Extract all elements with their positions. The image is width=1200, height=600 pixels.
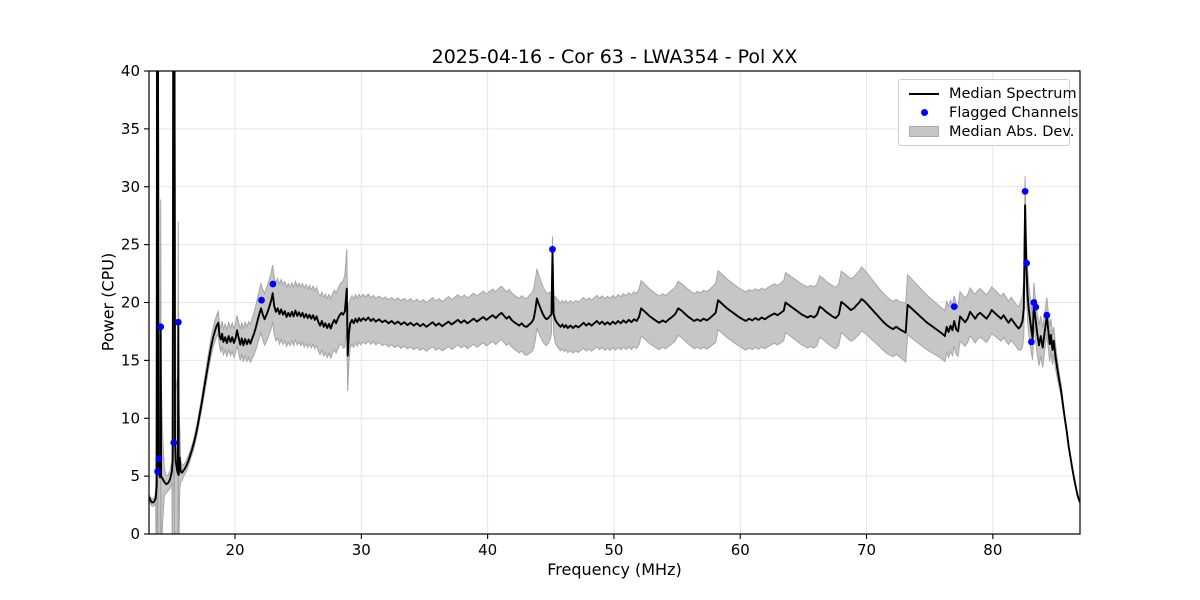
dot-sample-icon — [907, 109, 941, 116]
legend-item-mad: Median Abs. Dev. — [907, 124, 1074, 140]
flagged-channel-dot — [1032, 303, 1040, 311]
line-sample-icon — [907, 92, 941, 95]
y-tick-label: 35 — [121, 120, 140, 138]
y-tick-label: 25 — [121, 236, 140, 254]
flagged-channel-dot — [269, 280, 277, 288]
mad-band — [149, 71, 1080, 534]
axes-frame — [148, 70, 1081, 535]
median-spectrum-line — [149, 71, 1080, 504]
patch-sample-icon — [907, 126, 941, 137]
x-tick-label: 30 — [352, 541, 371, 559]
y-tick-label: 15 — [121, 351, 140, 369]
plot-border — [148, 70, 1081, 535]
x-axis-label: Frequency (MHz) — [547, 560, 682, 579]
flagged-channel-dot — [170, 439, 178, 446]
flagged-channel-dot — [258, 296, 265, 304]
flagged-channel-dot — [154, 468, 162, 475]
flagged-channel-dot — [549, 245, 556, 253]
flagged-channel-dot — [1021, 188, 1029, 195]
legend-label: Median Spectrum — [949, 85, 1077, 102]
flagged-channel-dot — [155, 455, 163, 463]
median-spectrum-path — [149, 71, 1080, 504]
legend-box: Median Spectrum Flagged Channels Median … — [898, 79, 1078, 146]
chart-title: 2025-04-16 - Cor 63 - LWA354 - Pol XX — [431, 46, 798, 68]
legend-label: Median Abs. Dev. — [949, 123, 1075, 140]
y-axis-label: Power (CPU) — [98, 252, 118, 352]
flagged-channel-dot — [950, 303, 958, 310]
legend-item-flagged-channels: Flagged Channels — [907, 105, 1078, 121]
flagged-channel-markers — [154, 188, 1051, 475]
x-tick-label: 60 — [731, 541, 750, 559]
y-tick-label: 0 — [130, 525, 140, 543]
x-tick-label: 80 — [983, 541, 1002, 559]
y-tick-label: 30 — [121, 178, 140, 196]
x-tick-label: 40 — [478, 541, 497, 559]
y-tick-label: 40 — [121, 62, 140, 80]
flagged-channel-dot — [1028, 338, 1035, 346]
mad-band-area — [149, 71, 1080, 534]
legend-label: Flagged Channels — [949, 104, 1079, 121]
flagged-channel-dot — [1023, 259, 1030, 267]
axis-ticks: 20 30 40 50 60 70 80 0 5 10 15 20 25 30 35 40 — [121, 62, 1002, 559]
y-tick-label: 20 — [121, 294, 140, 312]
y-tick-label: 10 — [121, 409, 140, 427]
flagged-channel-dot — [157, 323, 165, 331]
x-tick-label: 70 — [857, 541, 876, 559]
x-tick-label: 50 — [604, 541, 623, 559]
y-tick-label: 5 — [130, 467, 140, 485]
flagged-channel-dot — [1043, 311, 1051, 319]
legend-item-median-spectrum: Median Spectrum — [907, 86, 1077, 102]
x-tick-label: 20 — [225, 541, 244, 559]
flagged-channel-dot — [174, 318, 182, 326]
